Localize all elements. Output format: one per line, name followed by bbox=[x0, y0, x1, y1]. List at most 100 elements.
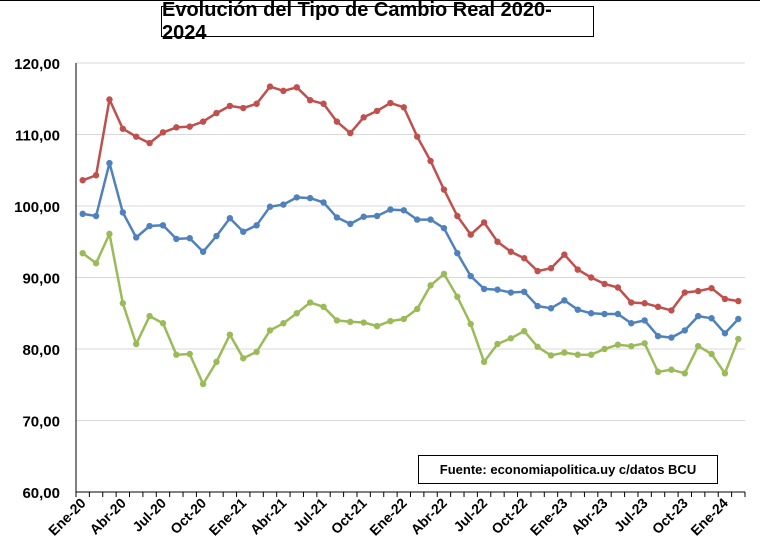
data-point bbox=[373, 107, 381, 115]
data-point bbox=[92, 212, 100, 220]
data-point bbox=[721, 370, 729, 377]
data-point bbox=[146, 222, 153, 230]
data-point bbox=[106, 230, 113, 238]
data-point bbox=[574, 306, 581, 313]
data-point bbox=[240, 355, 247, 362]
data-point bbox=[654, 303, 662, 311]
data-point bbox=[614, 310, 622, 318]
data-point bbox=[467, 231, 474, 238]
x-tick-label: Jul-20 bbox=[129, 495, 169, 535]
data-point bbox=[159, 222, 167, 229]
data-point bbox=[547, 305, 555, 312]
x-tick-label: Abr-23 bbox=[568, 495, 611, 538]
data-point bbox=[480, 285, 488, 293]
data-point bbox=[440, 270, 448, 278]
data-point bbox=[373, 322, 381, 330]
data-point bbox=[561, 297, 568, 304]
data-point bbox=[708, 315, 715, 322]
data-point bbox=[293, 84, 300, 91]
y-tick-label: 60,00 bbox=[22, 485, 60, 502]
data-point bbox=[574, 266, 581, 273]
x-tick-label: Jul-21 bbox=[290, 495, 330, 535]
data-point bbox=[347, 220, 354, 228]
data-point bbox=[587, 351, 595, 358]
data-point bbox=[92, 172, 100, 179]
data-point bbox=[199, 118, 207, 125]
data-point bbox=[628, 342, 635, 350]
data-point bbox=[641, 317, 648, 324]
y-tick-label: 120,00 bbox=[14, 56, 60, 73]
top-border-line bbox=[0, 0, 760, 1]
data-point bbox=[561, 349, 568, 356]
data-point bbox=[494, 286, 501, 293]
data-point bbox=[413, 305, 421, 313]
series-line bbox=[82, 161, 740, 339]
data-point bbox=[601, 310, 608, 318]
data-point bbox=[199, 380, 207, 388]
data-point bbox=[708, 285, 715, 292]
data-point bbox=[266, 203, 274, 210]
data-point bbox=[534, 267, 541, 275]
data-point bbox=[253, 100, 260, 107]
data-point bbox=[480, 219, 488, 226]
data-point bbox=[293, 194, 300, 201]
data-point bbox=[534, 302, 541, 310]
data-point bbox=[601, 280, 608, 288]
data-point bbox=[360, 319, 367, 326]
data-point bbox=[735, 297, 742, 305]
data-point bbox=[226, 102, 234, 110]
data-point bbox=[280, 87, 287, 95]
data-point bbox=[306, 96, 314, 104]
data-point bbox=[173, 235, 180, 243]
data-point bbox=[133, 340, 140, 348]
data-point bbox=[387, 317, 394, 325]
y-tick-label: 90,00 bbox=[22, 271, 60, 288]
data-point bbox=[694, 287, 702, 295]
data-point bbox=[387, 206, 394, 213]
data-point bbox=[360, 114, 367, 121]
x-tick-label: Ene-21 bbox=[206, 495, 250, 539]
data-point bbox=[146, 312, 153, 320]
chart-title: Evolución del Tipo de Cambio Real 2020-2… bbox=[161, 0, 594, 44]
data-point bbox=[721, 295, 729, 303]
data-point bbox=[199, 248, 207, 255]
data-point bbox=[413, 216, 421, 223]
data-point bbox=[681, 327, 688, 334]
data-point bbox=[521, 254, 528, 262]
data-point bbox=[186, 234, 193, 242]
data-point bbox=[454, 212, 461, 220]
y-tick-label: 80,00 bbox=[22, 342, 60, 359]
data-point bbox=[320, 100, 327, 107]
data-point bbox=[735, 335, 742, 343]
data-point bbox=[614, 284, 622, 291]
data-point bbox=[507, 335, 515, 342]
data-point bbox=[427, 282, 434, 289]
data-point bbox=[186, 350, 193, 358]
series-3 bbox=[79, 230, 742, 388]
data-point bbox=[333, 317, 341, 324]
data-point bbox=[293, 310, 300, 317]
data-point bbox=[119, 125, 127, 132]
data-point bbox=[467, 320, 474, 328]
data-point bbox=[507, 289, 515, 296]
data-point bbox=[641, 300, 648, 307]
data-point bbox=[119, 209, 127, 216]
x-tick-label: Abr-21 bbox=[247, 495, 290, 538]
data-point bbox=[306, 299, 314, 306]
data-point bbox=[213, 232, 220, 240]
data-point bbox=[628, 320, 635, 327]
data-point bbox=[721, 330, 729, 337]
data-point bbox=[266, 83, 274, 90]
x-tick-label: Jul-22 bbox=[450, 495, 490, 535]
data-point bbox=[240, 104, 247, 112]
y-axis-ticks: 60,00 70,00 80,00 90,00 100,00 110,00 120,00 bbox=[14, 56, 60, 502]
data-point bbox=[694, 342, 702, 350]
data-point bbox=[79, 249, 86, 257]
data-point bbox=[628, 299, 635, 306]
data-point bbox=[681, 289, 688, 296]
data-point bbox=[146, 139, 153, 147]
data-point bbox=[440, 224, 448, 232]
data-point bbox=[681, 370, 688, 377]
series-line bbox=[82, 85, 739, 312]
